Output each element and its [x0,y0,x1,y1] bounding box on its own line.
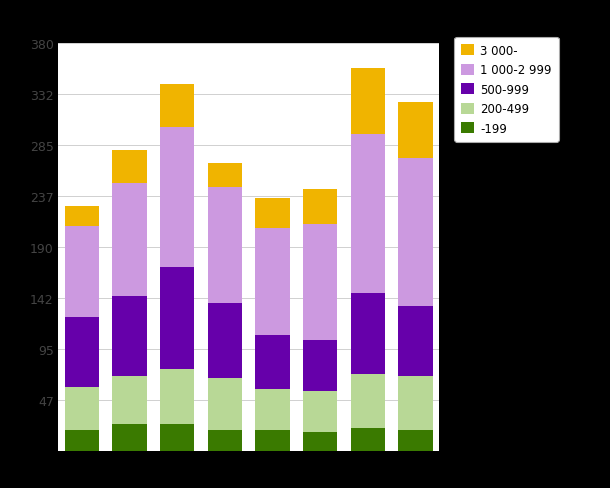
Bar [303,190,337,224]
Bar [65,430,99,451]
Bar [398,430,432,451]
Bar [207,187,242,304]
Bar [65,387,99,430]
Bar [160,425,194,451]
Bar [303,224,337,340]
Bar [207,304,242,379]
Bar [65,317,99,387]
Bar [351,294,385,374]
Bar [112,151,146,183]
Bar [207,379,242,430]
Bar [255,228,290,336]
Bar [351,428,385,451]
Bar [398,103,432,159]
Bar [112,425,146,451]
Bar [255,198,290,228]
Bar [112,376,146,425]
Bar [351,69,385,135]
Bar [65,207,99,226]
Bar [351,135,385,294]
Bar [398,306,432,376]
Bar [160,85,194,127]
Bar [160,267,194,369]
Bar [303,391,337,432]
Bar [303,432,337,451]
Bar [112,183,146,296]
Bar [160,369,194,425]
Bar [255,389,290,430]
Bar [351,374,385,428]
Bar [255,430,290,451]
Bar [303,340,337,391]
Bar [398,376,432,430]
Bar [398,159,432,306]
Bar [160,127,194,267]
Bar [112,296,146,376]
Legend: 3 000-, 1 000-2 999, 500-999, 200-499, -199: 3 000-, 1 000-2 999, 500-999, 200-499, -… [454,38,559,142]
Bar [207,430,242,451]
Bar [207,164,242,187]
Bar [255,336,290,389]
Bar [65,226,99,317]
